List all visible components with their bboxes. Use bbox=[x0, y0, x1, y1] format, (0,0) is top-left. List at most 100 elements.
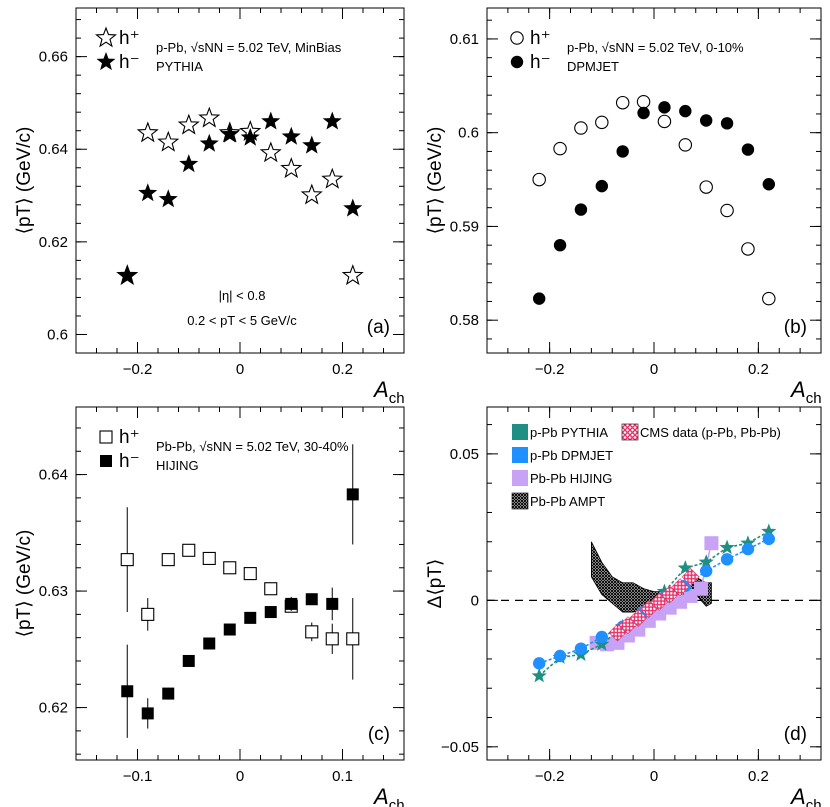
y-tick-label: 0.6 bbox=[458, 125, 479, 142]
data-point bbox=[678, 138, 693, 152]
data-point bbox=[657, 114, 672, 129]
data-point bbox=[762, 178, 776, 191]
data-point bbox=[636, 95, 651, 109]
y-tick-label: 0.62 bbox=[39, 234, 68, 251]
data-point bbox=[616, 145, 629, 158]
legend-label: h⁺ bbox=[119, 28, 140, 49]
data-point bbox=[322, 111, 342, 130]
legend-marker bbox=[99, 430, 113, 444]
data-point bbox=[704, 536, 719, 551]
data-point bbox=[532, 172, 546, 187]
x-axis-label: Ach bbox=[789, 377, 822, 407]
y-axis-label: ⟨pT⟩ (GeV/c) bbox=[425, 127, 446, 235]
legend-swatch bbox=[512, 470, 528, 486]
data-point bbox=[532, 657, 546, 670]
y-axis-label: Δ⟨pT⟩ bbox=[425, 559, 446, 609]
data-point bbox=[182, 654, 195, 667]
x-tick-label: −0.1 bbox=[123, 768, 153, 785]
data-point bbox=[141, 707, 154, 720]
data-point bbox=[223, 623, 236, 636]
data-point bbox=[681, 567, 700, 586]
data-point bbox=[305, 593, 318, 606]
data-point bbox=[719, 539, 735, 555]
data-point bbox=[698, 554, 714, 569]
series-h-plus bbox=[120, 507, 360, 680]
data-point bbox=[302, 135, 322, 154]
data-point bbox=[240, 127, 260, 146]
y-axis-label: ⟨pT⟩ (GeV/c) bbox=[14, 530, 35, 638]
data-point bbox=[325, 632, 339, 646]
x-tick-label: −0.2 bbox=[535, 768, 565, 785]
x-tick-label: 0 bbox=[236, 768, 244, 785]
data-point bbox=[608, 623, 627, 642]
data-point bbox=[762, 291, 776, 306]
panel-label: (d) bbox=[784, 724, 807, 745]
data-point bbox=[161, 553, 175, 567]
data-point bbox=[136, 121, 159, 143]
data-point bbox=[594, 636, 610, 651]
data-point bbox=[720, 203, 734, 218]
y-tick-label: −0.05 bbox=[441, 739, 479, 756]
data-point bbox=[699, 180, 713, 194]
data-point bbox=[574, 642, 588, 655]
data-point bbox=[300, 183, 323, 205]
x-tick-label: 0.2 bbox=[332, 361, 353, 378]
data-point bbox=[720, 117, 734, 130]
data-point bbox=[346, 632, 360, 646]
data-point bbox=[141, 607, 155, 621]
series-h-plus bbox=[532, 95, 776, 306]
y-tick-label: 0 bbox=[471, 592, 479, 609]
data-point bbox=[574, 203, 588, 216]
x-tick-label: −0.2 bbox=[535, 361, 565, 378]
data-point bbox=[321, 167, 344, 189]
panel-label: (a) bbox=[367, 317, 390, 338]
data-point bbox=[761, 523, 777, 538]
legend-label: CMS data (p-Pb, Pb-Pb) bbox=[640, 425, 781, 440]
data-point bbox=[138, 183, 158, 202]
y-tick-label: 0.61 bbox=[450, 31, 479, 48]
data-point bbox=[532, 292, 546, 305]
data-point bbox=[671, 578, 690, 597]
legend-label: h⁺ bbox=[119, 427, 140, 448]
series-h-minus bbox=[117, 111, 363, 284]
legend: h⁺ h⁻ bbox=[510, 28, 551, 73]
legend-label: Pb-Pb AMPT bbox=[530, 494, 605, 509]
y-tick-label: 0.58 bbox=[450, 312, 479, 329]
legend: h⁺ h⁻ bbox=[95, 26, 140, 73]
x-tick-label: 0 bbox=[650, 768, 658, 785]
x-tick-label: −0.2 bbox=[123, 361, 153, 378]
data-point bbox=[699, 564, 713, 578]
data-point bbox=[574, 121, 588, 135]
data-point bbox=[531, 667, 547, 683]
data-point bbox=[162, 687, 175, 700]
chart-subtitle: HIJING bbox=[156, 458, 199, 473]
data-point bbox=[202, 551, 216, 566]
legend-label: Pb-Pb HIJING bbox=[530, 471, 612, 486]
data-point bbox=[281, 126, 301, 145]
legend-swatch bbox=[621, 423, 639, 441]
x-axis-label: Ach bbox=[789, 784, 822, 807]
legend-label: h⁻ bbox=[119, 52, 140, 73]
legend: h⁺ h⁻ bbox=[99, 427, 140, 472]
legend-swatch bbox=[512, 424, 528, 440]
y-axis-label: ⟨pT⟩ (GeV/c) bbox=[14, 127, 35, 235]
data-point bbox=[182, 543, 196, 557]
data-point bbox=[244, 611, 257, 624]
data-point bbox=[285, 597, 298, 610]
series-h-plus bbox=[116, 106, 364, 286]
series-cms-data bbox=[608, 567, 700, 642]
data-point bbox=[326, 597, 339, 610]
panel-label: (b) bbox=[784, 317, 807, 338]
data-point bbox=[121, 685, 134, 698]
data-point bbox=[117, 265, 137, 284]
panel-d: p-Pb PYTHIA p-Pb DPMJET Pb-Pb HIJING Pb-Pb … bbox=[425, 406, 822, 807]
x-axis-label: Ach bbox=[372, 377, 405, 407]
data-point bbox=[346, 488, 359, 501]
data-point bbox=[343, 198, 363, 217]
data-point bbox=[658, 101, 671, 114]
x-tick-label: 0.2 bbox=[748, 768, 769, 785]
data-point bbox=[264, 582, 278, 596]
legend-marker bbox=[510, 55, 524, 69]
data-point bbox=[762, 532, 776, 546]
data-point bbox=[615, 95, 630, 110]
